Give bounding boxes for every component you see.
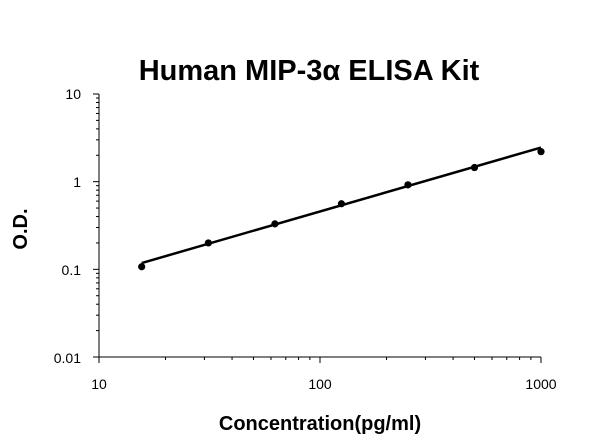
- data-point: [404, 181, 412, 189]
- axes: [93, 93, 542, 363]
- x-axis-label: Concentration(pg/ml): [219, 413, 421, 435]
- data-point: [537, 148, 545, 156]
- x-tick-label: 100: [308, 376, 332, 392]
- data-points: [138, 148, 545, 271]
- x-tick-labels: 10 100 1000: [91, 376, 557, 392]
- x-tick-label: 10: [91, 376, 107, 392]
- y-tick-label: 1: [73, 174, 81, 190]
- data-point: [337, 200, 346, 208]
- y-axis-label: O.D.: [10, 208, 32, 249]
- data-point: [470, 163, 479, 172]
- y-tick-labels: 10 1 0.1 0.01: [54, 86, 81, 366]
- y-tick-label: 10: [65, 86, 81, 102]
- y-tick-label: 0.01: [54, 350, 81, 366]
- chart-title: Human MIP-3α ELISA Kit: [139, 55, 480, 87]
- data-point: [204, 239, 212, 247]
- x-tick-label: 1000: [525, 376, 556, 392]
- y-tick-label: 0.1: [62, 262, 82, 278]
- data-point: [271, 220, 279, 228]
- data-point: [138, 263, 146, 271]
